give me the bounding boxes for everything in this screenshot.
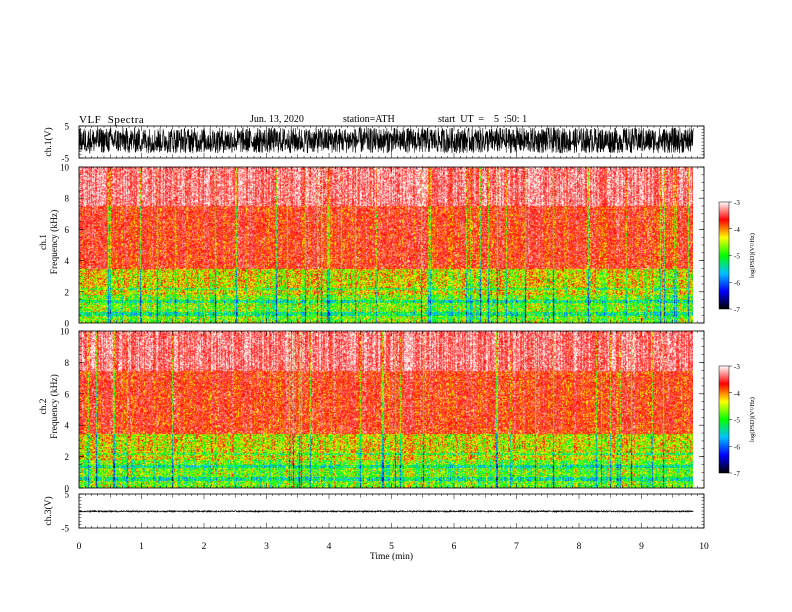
- x-tick-label: 0: [77, 542, 82, 552]
- ch1-colorbar-bar: [718, 201, 730, 310]
- ch2-colorbar-tick-label: -4: [734, 390, 740, 398]
- x-tick-label: 4: [327, 542, 332, 552]
- ch1-colorbar-tick-label: -5: [734, 253, 740, 261]
- ch3-waveform-trace: [78, 509, 694, 514]
- y-tick-label: 6: [65, 389, 70, 399]
- y-tick-label: 10: [60, 163, 70, 173]
- ch1-waveform-trace: [78, 126, 694, 154]
- start-time-label: start UT = 5 :50: 1: [438, 114, 528, 125]
- ch1-colorbar-tick-label: -4: [734, 226, 740, 234]
- waveform-layer: [78, 126, 694, 514]
- ch1-spectrogram-image: [79, 167, 693, 323]
- y-tick-label: -5: [62, 524, 70, 534]
- ch1-colorbar-label: log(PSD)(V²/Hz): [749, 233, 756, 278]
- x-tick-label: 1: [139, 542, 144, 552]
- x-tick-label: 2: [202, 542, 207, 552]
- ch2-spectrogram-image: [79, 331, 693, 488]
- y-tick-label: 0: [65, 319, 70, 329]
- y-tick-label: 8: [65, 358, 70, 368]
- x-tick-label: 6: [452, 542, 457, 552]
- x-axis-label: Time (min): [370, 551, 413, 562]
- y-tick-label: -5: [62, 154, 70, 164]
- ch1-colorbar-tick-label: -3: [734, 199, 740, 207]
- ch2-colorbar-label: log(PSD)(V²/Hz): [749, 397, 756, 442]
- figure-title: VLF Spectra: [79, 114, 145, 126]
- y-tick-label: 4: [65, 256, 70, 266]
- ch2-colorbar-tick-label: -7: [734, 470, 740, 478]
- ch2-spectrogram-ylabel: ch.2Frequency (kHz): [39, 374, 60, 439]
- y-tick-label: 10: [60, 327, 70, 337]
- axes-layer: 5-5024681002468105-5ch.1(V)ch.1Frequency…: [39, 122, 756, 563]
- ch1-waveform-ylabel: ch.1(V): [43, 127, 54, 156]
- y-tick-label: 8: [65, 194, 70, 204]
- ch1-spectrogram-ylabel-line: ch.1: [39, 234, 49, 250]
- ch2-colorbar-tick-label: -6: [734, 443, 740, 451]
- ch1-waveform-ylabel-line: ch.1(V): [43, 127, 54, 156]
- spectrogram-layer: [79, 167, 693, 488]
- x-tick-label: 9: [639, 542, 644, 552]
- y-tick-label: 6: [65, 225, 70, 235]
- ch2-spectrogram-ylabel-line: ch.2: [39, 398, 49, 414]
- ch2-colorbar-bar: [718, 365, 730, 474]
- ch2-colorbar-tick-label: -3: [734, 363, 740, 371]
- y-tick-label: 5: [65, 490, 70, 500]
- ch2-colorbar-tick-label: -5: [734, 417, 740, 425]
- y-tick-label: 4: [65, 421, 70, 431]
- ch3-waveform-ylabel-line: ch.3(V): [43, 496, 54, 525]
- x-tick-label: 5: [389, 542, 394, 552]
- x-tick-label: 7: [514, 542, 519, 552]
- y-tick-label: 2: [65, 452, 70, 462]
- x-tick-label: 10: [699, 542, 709, 552]
- y-tick-label: 5: [65, 122, 70, 132]
- ch1-colorbar-tick-label: -6: [734, 279, 740, 287]
- y-tick-label: 0: [65, 484, 70, 494]
- ch3-waveform-ylabel: ch.3(V): [43, 496, 54, 525]
- ch2-spectrogram-ylabel-line: Frequency (kHz): [49, 374, 60, 439]
- y-tick-label: 2: [65, 287, 70, 297]
- x-tick-label: 3: [264, 542, 269, 552]
- x-tick-label: 8: [577, 542, 582, 552]
- ch1-spectrogram-ylabel: ch.1Frequency (kHz): [39, 210, 60, 275]
- station-label: station=ATH: [343, 114, 395, 125]
- date-label: Jun. 13, 2020: [250, 114, 304, 125]
- ch1-colorbar-tick-label: -7: [734, 306, 740, 314]
- ch1-spectrogram-ylabel-line: Frequency (kHz): [49, 210, 60, 275]
